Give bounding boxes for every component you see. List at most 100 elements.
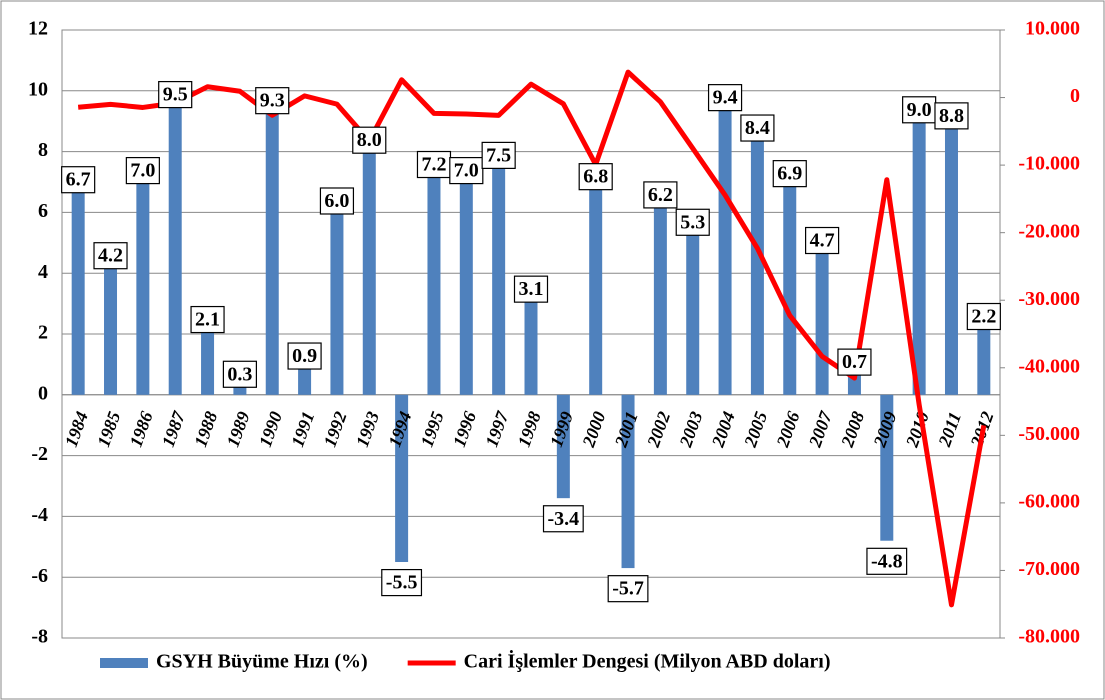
- bar: [362, 151, 376, 395]
- bar: [298, 367, 312, 395]
- bar: [459, 182, 473, 395]
- value-label: 8.4: [745, 117, 770, 139]
- bar: [621, 394, 635, 569]
- value-label: 2.1: [195, 309, 220, 331]
- y-tick-label: -4: [31, 504, 48, 526]
- bar: [330, 212, 344, 395]
- bar: [944, 127, 958, 395]
- legend-label: GSYH Büyüme Hızı (%): [156, 651, 368, 673]
- value-label-box: [934, 102, 969, 130]
- y-tick-label: 8: [38, 139, 48, 161]
- bar: [783, 185, 797, 395]
- value-label-box: [837, 348, 872, 376]
- value-label: 7.0: [454, 160, 479, 182]
- value-label-box: [578, 163, 613, 191]
- bar: [556, 394, 570, 499]
- value-label: 6.9: [777, 163, 802, 185]
- value-label: 5.3: [680, 211, 705, 233]
- value-label-box: [158, 80, 193, 109]
- value-label: 9.4: [713, 87, 738, 109]
- y2-tick-label: -10.000: [1018, 153, 1080, 175]
- value-label: 7.5: [486, 144, 511, 166]
- value-label: 0.3: [227, 363, 252, 385]
- bar: [427, 175, 441, 395]
- y2-tick-label: -60.000: [1018, 490, 1080, 512]
- value-label: 9.3: [260, 90, 285, 112]
- value-label-box: [381, 568, 423, 597]
- y2-tick-label: -50.000: [1018, 423, 1080, 445]
- value-label: -4.8: [871, 550, 903, 572]
- bar: [71, 191, 85, 395]
- value-label: 3.1: [519, 278, 544, 300]
- value-label: 9.0: [907, 99, 932, 121]
- y-tick-label: 0: [38, 382, 48, 404]
- value-label: 9.5: [163, 84, 188, 106]
- y-tick-label: 4: [38, 261, 48, 283]
- bar: [265, 112, 279, 395]
- y-tick-label: 2: [38, 322, 48, 344]
- bar: [718, 109, 732, 395]
- legend-label: Cari İşlemler Dengesi (Milyon ABD doları…: [464, 649, 831, 673]
- bar: [750, 139, 764, 395]
- bar: [815, 251, 829, 395]
- value-label: 0.7: [842, 351, 867, 373]
- value-label-box: [125, 156, 160, 185]
- value-label-box: [643, 181, 678, 209]
- value-label: 0.9: [292, 345, 317, 367]
- y2-tick-label: -80.000: [1018, 626, 1080, 648]
- y2-tick-label: -30.000: [1018, 288, 1080, 310]
- value-label: 2.2: [971, 306, 996, 328]
- value-label-box: [772, 160, 807, 188]
- value-label-box: [481, 141, 516, 169]
- value-label: -3.4: [548, 508, 580, 530]
- value-label-box: [287, 342, 322, 370]
- value-label-box: [513, 275, 549, 303]
- bar: [201, 330, 215, 395]
- value-label: 7.0: [130, 160, 155, 182]
- value-label: 6.0: [324, 190, 349, 212]
- value-label-box: [255, 87, 290, 115]
- bar: [492, 166, 506, 395]
- value-label-box: [190, 305, 225, 334]
- bar: [686, 233, 700, 395]
- value-label-box: [319, 187, 355, 215]
- value-label-box: [966, 302, 1001, 331]
- value-label-box: [866, 547, 908, 575]
- y-tick-label: -8: [31, 626, 48, 648]
- y-tick-label: 10: [28, 78, 48, 100]
- bar: [589, 188, 603, 395]
- y-tick-label: 12: [28, 18, 48, 40]
- bar: [977, 327, 991, 395]
- y2-tick-label: -20.000: [1018, 220, 1080, 242]
- bar: [395, 394, 409, 562]
- bar: [104, 267, 118, 395]
- value-label: 6.7: [66, 169, 91, 191]
- bar: [168, 106, 182, 395]
- legend-swatch: [100, 658, 148, 668]
- value-label-box: [707, 84, 743, 112]
- line: [77, 69, 987, 608]
- value-label: 8.8: [939, 105, 964, 127]
- value-label: 6.2: [648, 184, 673, 206]
- value-label-box: [607, 575, 649, 603]
- y-tick-label: -6: [31, 565, 48, 587]
- value-label-box: [222, 360, 257, 388]
- value-label-box: [542, 505, 584, 533]
- bar: [653, 206, 667, 395]
- value-label-box: [675, 208, 710, 236]
- y2-tick-label: 0: [1070, 85, 1080, 107]
- bar: [233, 385, 247, 395]
- value-label-box: [61, 166, 96, 194]
- y-tick-label: -2: [31, 443, 48, 465]
- value-label: -5.7: [612, 578, 644, 600]
- value-label-box: [352, 126, 387, 154]
- y-tick-label: 6: [38, 200, 48, 222]
- value-label-box: [740, 114, 775, 142]
- value-label-box: [902, 96, 937, 124]
- bar: [524, 300, 538, 395]
- value-label: 6.8: [583, 166, 608, 188]
- value-label-box: [805, 226, 840, 255]
- bar: [880, 394, 894, 541]
- value-label-box: [93, 242, 128, 270]
